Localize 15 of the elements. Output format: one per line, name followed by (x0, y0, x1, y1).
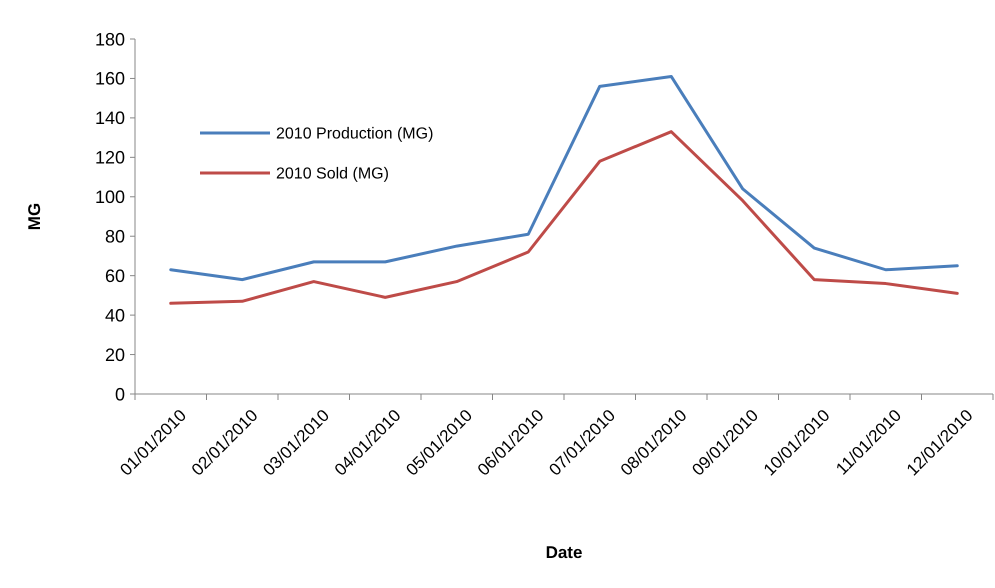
y-tick-label: 100 (94, 187, 125, 208)
y-tick-label: 140 (94, 108, 125, 128)
legend-label: 2010 Production (MG) (276, 126, 434, 143)
y-tick-label: 120 (94, 148, 125, 168)
y-tick-label: 40 (104, 305, 125, 326)
y-tick-label: 0 (114, 384, 125, 404)
y-tick-label: 180 (94, 29, 125, 50)
y-axis-title: MG (25, 202, 44, 230)
line-series (169, 74, 959, 282)
y-tick-label: 80 (104, 226, 125, 247)
x-axis-title: Date (546, 543, 582, 562)
y-tick-label: 160 (94, 68, 125, 89)
legend-label: 2010 Sold (MG) (276, 166, 389, 183)
y-tick-label: 20 (104, 344, 125, 365)
y-tick-label: 60 (104, 266, 125, 286)
